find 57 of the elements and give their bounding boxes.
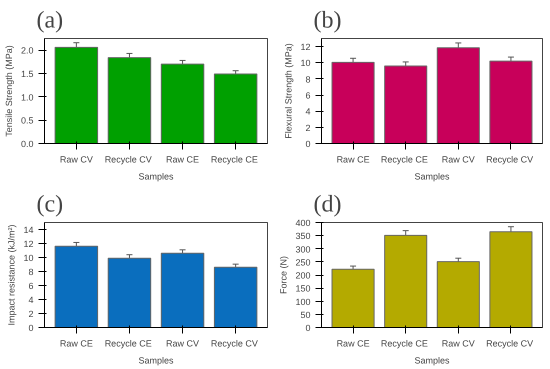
y-tick-label: 250 [295, 257, 311, 268]
x-axis-title: Samples [414, 356, 450, 366]
y-axis-title: Impact resistance (kJ/m²) [6, 224, 16, 326]
x-tick-label: Recycle CE [210, 154, 258, 164]
x-tick-label: Raw CE [336, 338, 370, 348]
y-tick-label: 10 [23, 253, 34, 263]
y-tick-label: 4 [28, 295, 34, 305]
y-axis-title: Force (N) [278, 256, 288, 294]
y-tick-label: 150 [295, 284, 311, 294]
y-tick-label: 0.0 [20, 139, 34, 149]
chart-title: (a) [36, 8, 64, 34]
y-tick-label: 6 [305, 90, 311, 101]
y-tick-label: 200 [295, 270, 311, 280]
x-tick-label: Recycle CV [210, 338, 258, 348]
x-tick-label: Raw CV [60, 154, 93, 164]
chart-title: (b) [314, 8, 342, 34]
y-axis-title: Tensile Strength (MPa) [4, 45, 14, 137]
y-tick-label: 4 [305, 106, 311, 117]
y-tick-label: 0 [305, 323, 311, 333]
x-tick-label: Raw CV [166, 338, 200, 348]
x-axis-title: Samples [138, 172, 174, 182]
x-tick-label: Recycle CV [486, 154, 534, 164]
y-tick-label: 300 [295, 244, 311, 254]
y-axis-title: Flexural Strength (MPa) [283, 43, 294, 139]
y-tick-label: 0 [305, 139, 311, 149]
y-tick-label: 2 [28, 309, 34, 319]
y-tick-label: 8 [305, 74, 311, 84]
x-axis-title: Samples [138, 356, 174, 366]
x-tick-label: Recycle CE [380, 338, 428, 348]
x-tick-label: Raw CE [60, 338, 93, 348]
y-tick-label: 0.5 [20, 116, 34, 126]
y-tick-label: 1.0 [20, 92, 34, 102]
y-tick-label: 14 [23, 225, 34, 235]
x-tick-label: Recycle CV [104, 154, 152, 164]
x-axis-title: Samples [414, 172, 450, 182]
x-tick-label: Raw CE [166, 154, 200, 164]
y-tick-label: 2 [305, 122, 311, 133]
y-tick-label: 100 [295, 296, 311, 307]
y-tick-label: 12 [300, 42, 311, 52]
chart-title: (c) [36, 192, 64, 218]
x-tick-label: Raw CV [442, 154, 475, 164]
x-tick-label: Raw CV [442, 338, 475, 348]
y-tick-label: 2.0 [20, 46, 34, 56]
y-tick-label: 350 [295, 231, 311, 242]
y-tick-label: 50 [300, 310, 311, 320]
x-tick-label: Recycle CE [380, 154, 428, 164]
y-tick-label: 12 [23, 239, 34, 249]
y-tick-label: 6 [28, 281, 34, 291]
y-tick-label: 1.5 [20, 69, 34, 79]
y-tick-label: 8 [28, 267, 34, 277]
y-tick-label: 10 [300, 58, 311, 68]
x-tick-label: Recycle CE [104, 338, 152, 348]
y-tick-label: 400 [295, 218, 311, 228]
x-tick-label: Raw CE [336, 154, 370, 164]
x-tick-label: Recycle CV [486, 338, 534, 348]
chart-title: (d) [314, 192, 342, 218]
y-tick-label: 0 [28, 323, 34, 333]
